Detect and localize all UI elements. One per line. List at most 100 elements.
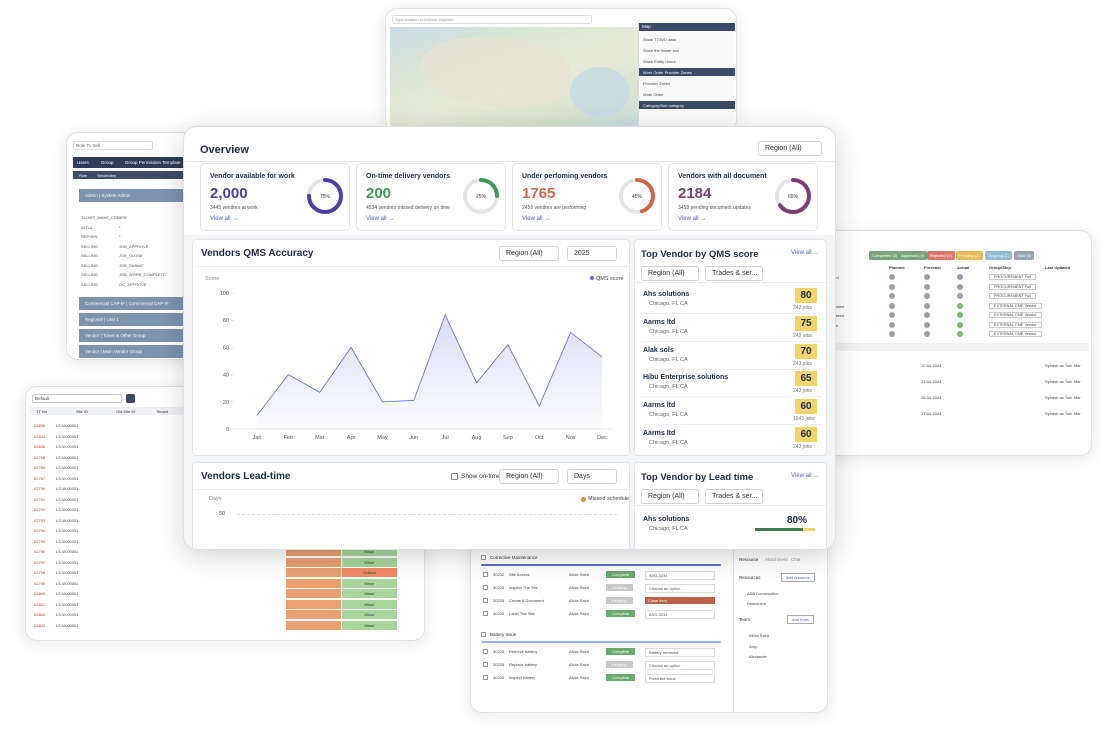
filter-select[interactable]: Region (All) (499, 469, 559, 484)
search-text: Role To Sell (76, 143, 100, 148)
checkbox[interactable] (483, 649, 488, 654)
task-field[interactable]: AXD-3234 (645, 610, 715, 619)
task-field[interactable]: AXD-3234 (645, 571, 715, 580)
date-cell: 13-04-2024 (921, 379, 942, 384)
vendor-name: Hibu Enterprise solutions (643, 374, 729, 382)
status-tab[interactable]: Ongoing (1) (985, 251, 1013, 260)
filter-button[interactable] (126, 394, 135, 403)
water (570, 67, 630, 117)
region-select[interactable]: Region (All) (499, 246, 559, 261)
step-badge (957, 283, 963, 290)
legend-dot (581, 497, 586, 502)
add-button[interactable]: Add resource (781, 573, 815, 582)
status-tab[interactable]: Approved (5) (898, 251, 928, 260)
group-title: Battery Issue (490, 632, 517, 637)
year-select[interactable]: 2025 (567, 246, 617, 261)
kpi-note: 4534 vendors missed delivery on time (366, 205, 450, 211)
x-tick-label: Dec (597, 435, 607, 441)
checkbox[interactable] (481, 555, 486, 560)
status-tab[interactable]: Hold (0) (1014, 251, 1035, 260)
step-badge (957, 331, 963, 337)
step-badge (924, 293, 930, 299)
filter-select[interactable]: Trades & ser... (705, 266, 763, 281)
task-name: Create A Document (509, 598, 544, 603)
region-select[interactable]: Region (All) (758, 141, 822, 156)
task-name: Site Access (509, 572, 530, 577)
task-field[interactable]: Choose an option (645, 661, 715, 670)
role-cell: SELLING (81, 272, 98, 277)
task-status: Pending (606, 584, 633, 591)
filter-select[interactable]: Trades & ser... (705, 489, 763, 504)
role-cell: * (119, 224, 121, 230)
y-axis-label: Days (209, 496, 222, 502)
status-tab[interactable]: Rejected (0) (927, 251, 955, 260)
group-step: EXTERNAL CME Vendor (989, 302, 1042, 309)
vendor-jobs: 243 jobs (793, 332, 812, 339)
vendor-name: Aarms ltd (643, 318, 676, 326)
checkbox[interactable] (451, 473, 458, 480)
task-field[interactable]: Fixed the issue (645, 674, 715, 683)
task-status: Complete (606, 674, 636, 681)
layer-title: Map (642, 24, 651, 29)
checkbox[interactable] (483, 572, 488, 577)
assignee: Alicia Saint (569, 585, 589, 590)
side-tab[interactable]: Attachment (765, 557, 788, 562)
column-header: Secondary (97, 173, 117, 178)
kpi-link[interactable]: View all → (210, 216, 239, 222)
x-tick-label: Aug (472, 435, 482, 441)
layer-option[interactable]: Show TT/WO data (643, 37, 676, 42)
status-tab[interactable]: Completed (3) (869, 251, 901, 260)
checkbox[interactable] (483, 598, 488, 603)
alarm-cell (286, 568, 341, 577)
side-tab[interactable]: Chat (791, 557, 801, 562)
add-button[interactable]: Add team (787, 615, 815, 624)
side-tab[interactable]: Resource (739, 557, 759, 562)
view-all[interactable]: View all → (791, 250, 820, 256)
group-title: Corrective Maintenance (490, 555, 538, 560)
task-field[interactable]: Close item (645, 597, 715, 604)
role-cell: JOB_CLOSE (119, 253, 143, 258)
filter-select[interactable]: Region (All) (641, 266, 699, 281)
checkbox[interactable] (483, 675, 488, 680)
layer-option[interactable]: Show Entity Users (643, 59, 676, 64)
layer-option[interactable]: Provider Zones (643, 81, 671, 86)
task-field[interactable]: Choose an option (645, 584, 715, 593)
ticket-id: 02800 (34, 591, 46, 596)
donut-label: 65% (788, 194, 799, 200)
checkbox[interactable] (483, 585, 488, 590)
ticket-id: 02787 (34, 475, 46, 481)
kpi-link[interactable]: View all → (522, 216, 551, 222)
filter-text[interactable]: Default (35, 396, 50, 401)
checkbox[interactable] (483, 611, 488, 616)
kpi-link[interactable]: View all → (366, 216, 395, 222)
tab[interactable]: Group Permission Template (125, 160, 181, 165)
checkbox[interactable] (483, 662, 488, 667)
updated-cell: System as Tow. Mar (1045, 363, 1081, 368)
team-member: Arup (749, 643, 758, 649)
tab[interactable]: Users (77, 160, 89, 165)
status-cell: Minor (342, 578, 397, 588)
kpi-link[interactable]: View all → (678, 216, 707, 222)
vendor-location: Chicago, FL CA (649, 301, 688, 307)
vendor-jobs: 243 jobs (793, 360, 812, 367)
toggle-label[interactable]: Show on-time (461, 473, 501, 480)
status-cell: Minor (342, 610, 397, 619)
vendor-jobs: 243 jobs (793, 388, 812, 395)
view-all[interactable]: View all → (791, 473, 820, 479)
vendor-name: Aarms ltd (643, 430, 676, 437)
donut-arc (307, 178, 343, 214)
layer-option[interactable]: Work Order (643, 92, 664, 97)
task-field[interactable]: Battery removed (645, 648, 715, 657)
divider (635, 282, 828, 283)
layer-option[interactable]: Show the flower tool (643, 48, 680, 53)
task-id: 30233 (493, 675, 505, 680)
status-tab[interactable]: Pending (2) (956, 251, 983, 260)
map-area (390, 27, 638, 131)
tab[interactable]: Group (101, 160, 114, 165)
donut: 45% (619, 178, 655, 214)
checkbox[interactable] (481, 632, 486, 637)
role-cell: * (119, 234, 121, 239)
group-step: PROCUREMENT Full (989, 274, 1036, 280)
filter-select[interactable]: Region (All) (641, 489, 699, 504)
filter-select[interactable]: Days (567, 469, 617, 484)
